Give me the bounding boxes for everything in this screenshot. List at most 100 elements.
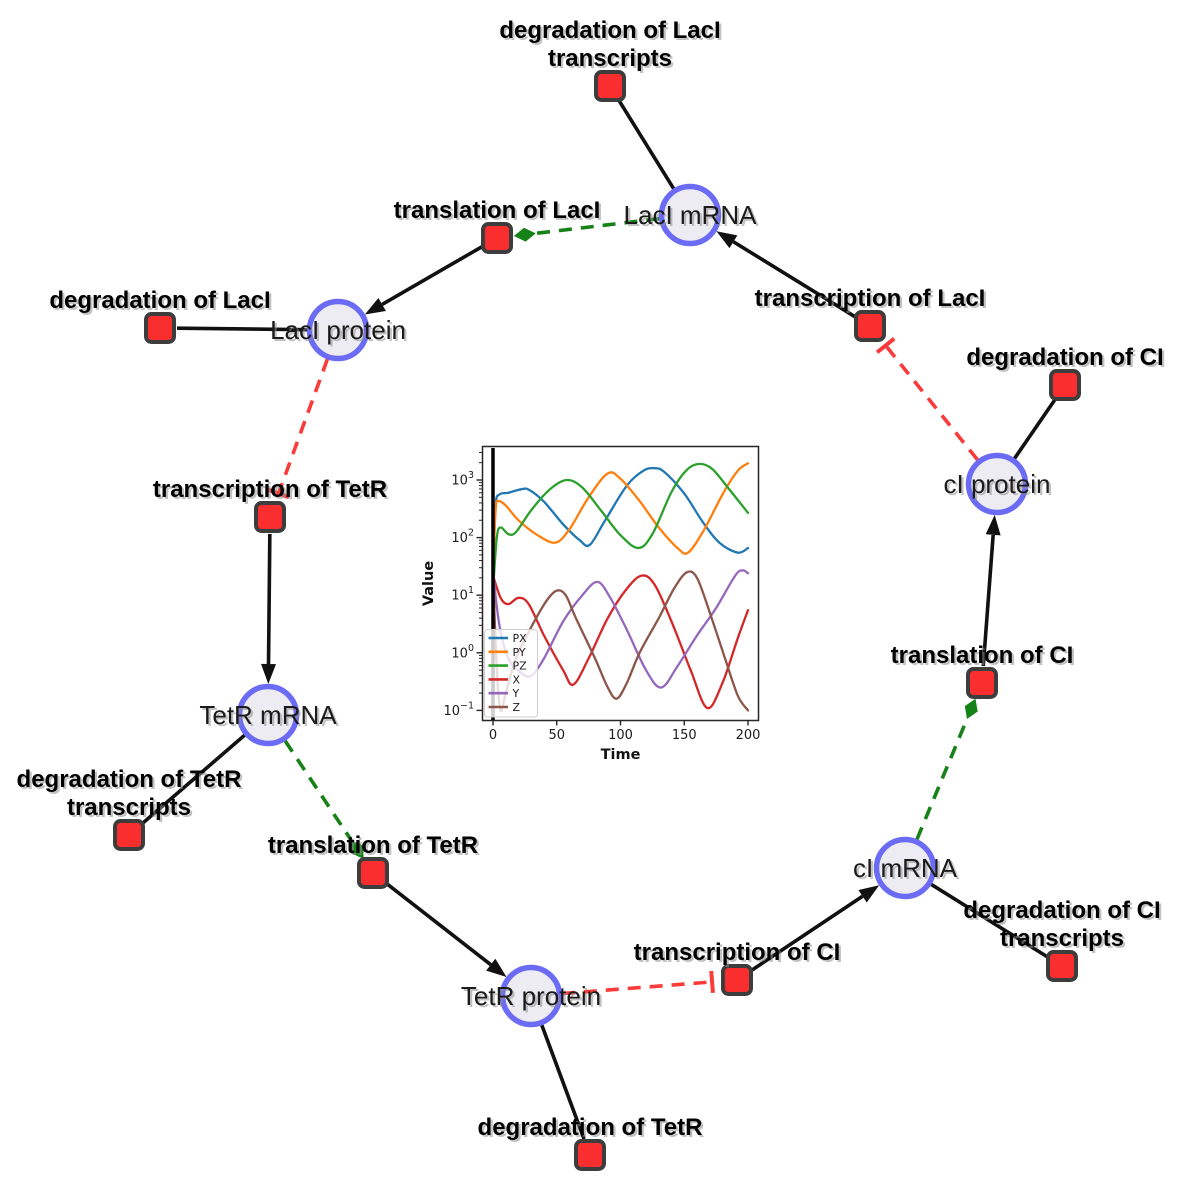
- reaction-node-tc_laci[interactable]: [854, 310, 886, 342]
- reaction-label-tc_laci-shadow: transcription of LacI: [757, 287, 988, 314]
- legend-label-PY: PY: [513, 646, 526, 659]
- species-label-tetr_mrna-shadow: TetR mRNA: [202, 702, 340, 732]
- x-tick-label-200: 200: [736, 728, 761, 743]
- edge-tc_ci-to-ci_mrna-arrowhead: [858, 885, 880, 903]
- edge-ci_protein-to-tc_laci-tee: [875, 337, 896, 354]
- reaction-label-deg_ci_tx-shadow: degradation of CI transcripts: [966, 899, 1163, 954]
- reaction-node-deg_tetr_tx[interactable]: [113, 819, 145, 851]
- species-label-laci_protein: LacI protein: [270, 315, 406, 345]
- reaction-label-tc_tetr-shadow: transcription of TetR: [155, 478, 389, 505]
- edge-tetr_protein-to-tc_ci: [561, 980, 713, 996]
- reaction-label-deg_ci_tx: degradation of CI transcripts: [963, 897, 1160, 952]
- reaction-node-deg_ci[interactable]: [1049, 369, 1081, 401]
- reaction-node-transl_tetr[interactable]: [357, 857, 389, 889]
- species-label-tetr_protein: TetR protein: [461, 981, 601, 1011]
- reaction-label-deg_tetr-shadow: degradation of TetR: [480, 1116, 705, 1143]
- reaction-node-transl_ci[interactable]: [966, 667, 998, 699]
- legend-label-Y: Y: [512, 687, 520, 700]
- x-axis-label: Time: [601, 747, 641, 763]
- edge-ci_protein-to-deg_ci: [1013, 397, 1057, 460]
- species-node-tetr_mrna[interactable]: [236, 683, 300, 747]
- edge-tc_tetr-to-tetr_mrna-arrowhead: [261, 663, 277, 685]
- reaction-node-tc_tetr[interactable]: [254, 501, 286, 533]
- reaction-label-transl_ci-shadow: translation of CI: [893, 644, 1076, 671]
- species-node-ci_protein[interactable]: [965, 452, 1029, 516]
- reaction-label-tc_laci: transcription of LacI: [755, 285, 986, 312]
- series-line-PZ: [491, 462, 750, 592]
- reaction-node-deg_laci_tx[interactable]: [594, 70, 626, 102]
- edge-tc_laci-to-laci_mrna-arrowhead: [716, 231, 738, 249]
- edge-tetr_protein-to-tc_ci-tee: [709, 970, 715, 994]
- reaction-label-transl_laci-shadow: translation of LacI: [396, 199, 603, 226]
- edge-tetr_protein-to-deg_tetr: [540, 1024, 586, 1140]
- edge-ci_mrna-to-transl_ci: [915, 718, 969, 841]
- edge-transl_laci-to-laci_protein-arrowhead: [364, 297, 386, 315]
- species-label-ci_mrna: cI mRNA: [853, 853, 958, 883]
- nodes-layer: [113, 70, 1081, 1171]
- reaction-node-tc_ci[interactable]: [721, 964, 753, 996]
- y-axis-label: Value: [421, 561, 437, 607]
- species-node-tetr_protein[interactable]: [499, 964, 563, 1028]
- reaction-label-tc_ci: transcription of CI: [634, 939, 841, 966]
- inset-chart: 0 50 100 150 20010−1100101102103TimeValuePXP…: [420, 434, 777, 767]
- edge-laci_protein-to-tc_tetr: [276, 358, 330, 495]
- reaction-label-deg_laci: degradation of LacI: [49, 287, 270, 314]
- edge-ci_protein-to-tc_laci: [884, 344, 979, 461]
- y-tick-label-1e-1: 10−1: [443, 700, 474, 719]
- x-tick-label-0: 0: [489, 728, 497, 743]
- edge-transl_ci-to-ci_protein: [981, 534, 995, 667]
- chart-axes: 0 50 100 150 200 10−1 100 101 102 103 Time Value: [421, 452, 761, 763]
- reaction-label-transl_laci: translation of LacI: [394, 197, 601, 224]
- reaction-label-deg_laci-shadow: degradation of LacI: [52, 289, 273, 316]
- species-label-laci_mrna-shadow: LacI mRNA: [626, 202, 760, 232]
- edge-ci_mrna-to-deg_ci_tx: [930, 882, 1049, 959]
- reaction-label-deg_ci: degradation of CI: [966, 344, 1163, 371]
- edge-laci_mrna-to-deg_laci_tx: [617, 99, 676, 190]
- labels-layer: degradation of LacI transcripts degradatio…: [17, 17, 1166, 1143]
- edge-tc_ci-to-ci_mrna: [750, 894, 864, 973]
- species-node-laci_protein[interactable]: [306, 298, 370, 362]
- edge-laci_mrna-to-transl_laci-diamond: [513, 227, 536, 242]
- reaction-label-deg_tetr_tx-shadow: degradation of TetR transcripts: [19, 768, 244, 823]
- reaction-node-deg_tetr[interactable]: [574, 1139, 606, 1171]
- reaction-label-transl_tetr: translation of TetR: [268, 832, 478, 859]
- reaction-label-deg_laci_tx-shadow: degradation of LacI transcripts: [502, 19, 723, 74]
- edge-transl_tetr-to-tetr_protein: [385, 882, 492, 967]
- edge-transl_laci-to-laci_protein: [381, 244, 484, 307]
- reaction-label-transl_ci: translation of CI: [891, 642, 1074, 669]
- reaction-label-tc_tetr: transcription of TetR: [153, 476, 387, 503]
- reaction-label-deg_tetr: degradation of TetR: [478, 1114, 703, 1141]
- edge-tetr_mrna-to-transl_tetr-diamond: [351, 840, 364, 859]
- reaction-label-deg_ci-shadow: degradation of CI: [969, 346, 1166, 373]
- edge-transl_ci-to-ci_protein-arrowhead: [985, 514, 1001, 536]
- species-node-ci_mrna[interactable]: [873, 836, 937, 900]
- reaction-label-deg_laci_tx: degradation of LacI transcripts: [499, 17, 720, 72]
- reaction-node-deg_laci[interactable]: [144, 312, 176, 344]
- edges-layer: [140, 99, 1057, 1140]
- series-line-PY: [491, 462, 750, 574]
- edge-transl_tetr-to-tetr_protein-arrowhead: [486, 958, 507, 977]
- reaction-node-deg_ci_tx[interactable]: [1046, 950, 1078, 982]
- reaction-label-transl_tetr-shadow: translation of TetR: [270, 834, 480, 861]
- species-label-ci_protein-shadow: cI protein: [946, 471, 1053, 501]
- species-label-tetr_protein-shadow: TetR protein: [463, 983, 603, 1013]
- y-tick-label-1e0: 100: [451, 643, 474, 662]
- edge-tetr_mrna-to-deg_tetr_tx: [140, 733, 246, 826]
- edge-ci_mrna-to-transl_ci-diamond: [964, 698, 978, 720]
- x-tick-label-150: 150: [672, 728, 697, 743]
- species-label-tetr_mrna: TetR mRNA: [199, 700, 337, 730]
- reaction-label-tc_ci-shadow: transcription of CI: [636, 941, 843, 968]
- species-label-ci_mrna-shadow: cI mRNA: [855, 855, 960, 885]
- species-label-ci_protein: cI protein: [944, 469, 1051, 499]
- legend-frame: [484, 629, 538, 718]
- series-line-X: [491, 574, 750, 710]
- legend-label-PZ: PZ: [513, 660, 528, 673]
- edge-tc_laci-to-laci_mrna: [732, 240, 857, 319]
- species-node-laci_mrna[interactable]: [658, 183, 722, 247]
- y-tick-label-1e3: 103: [451, 470, 474, 489]
- reaction-node-transl_laci[interactable]: [481, 222, 513, 254]
- x-tick-label-100: 100: [608, 728, 633, 743]
